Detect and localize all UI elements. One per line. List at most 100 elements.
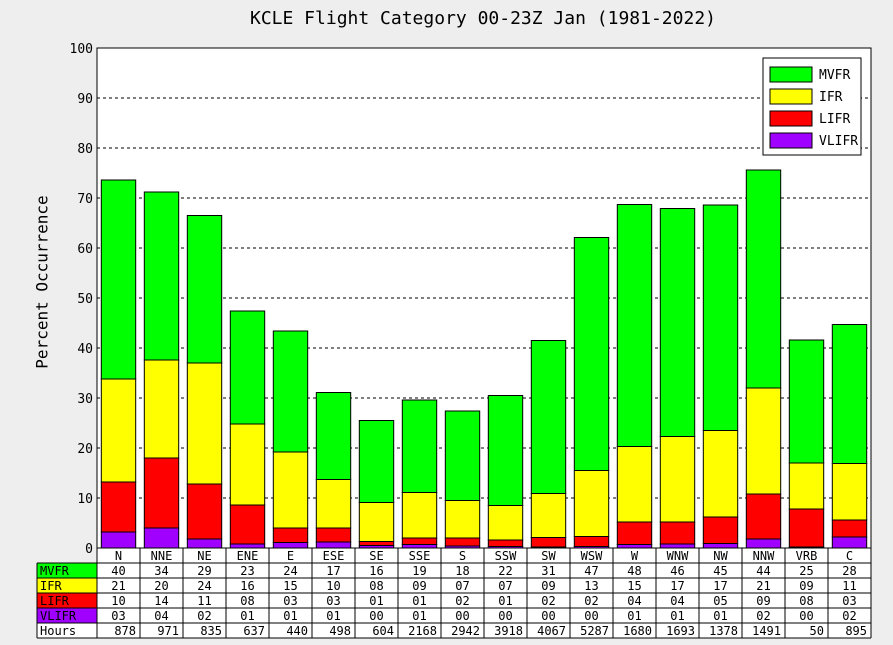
table-cell-vlifr: 01 bbox=[627, 609, 641, 623]
table-cell-vlifr: 01 bbox=[670, 609, 684, 623]
bar-vlifr-nne bbox=[143, 527, 180, 549]
bar-lifr-nne bbox=[143, 457, 180, 529]
x-tick-label-e: E bbox=[287, 549, 294, 563]
table-row-color-lifr bbox=[37, 593, 97, 608]
bar-mvfr-n bbox=[100, 179, 137, 380]
table-cell-lifr: 04 bbox=[627, 594, 641, 608]
bar-lifr-e bbox=[272, 527, 309, 543]
bar-ifr-w bbox=[616, 446, 653, 523]
y-tick-label: 100 bbox=[70, 42, 93, 57]
y-tick-label: 30 bbox=[77, 392, 93, 407]
table-cell-hours: 971 bbox=[157, 624, 179, 638]
table-cell-hours: 878 bbox=[114, 624, 136, 638]
table-cell-lifr: 01 bbox=[412, 594, 426, 608]
table-cell-vlifr: 04 bbox=[154, 609, 168, 623]
table-cell-ifr: 09 bbox=[799, 579, 813, 593]
bar-lifr-wnw bbox=[659, 521, 696, 545]
x-tick-label-sse: SSE bbox=[409, 549, 431, 563]
table-cell-ifr: 11 bbox=[842, 579, 856, 593]
table-cell-mvfr: 46 bbox=[670, 564, 684, 578]
table-cell-hours: 3918 bbox=[494, 624, 523, 638]
table-cell-ifr: 20 bbox=[154, 579, 168, 593]
bar-vlifr-c bbox=[831, 536, 868, 549]
table-cell-mvfr: 24 bbox=[283, 564, 297, 578]
table-cell-lifr: 02 bbox=[455, 594, 469, 608]
legend-label-vlifr: VLIFR bbox=[819, 134, 858, 149]
bar-mvfr-vrb bbox=[788, 339, 825, 464]
table-cell-vlifr: 01 bbox=[326, 609, 340, 623]
table-cell-lifr: 08 bbox=[799, 594, 813, 608]
bar-lifr-c bbox=[831, 519, 868, 538]
table-cell-mvfr: 28 bbox=[842, 564, 856, 578]
bar-lifr-nnw bbox=[745, 493, 782, 540]
y-tick-label: 90 bbox=[77, 92, 93, 107]
bar-vlifr-ne bbox=[186, 538, 223, 549]
bar-lifr-w bbox=[616, 521, 653, 545]
table-cell-ifr: 21 bbox=[756, 579, 770, 593]
table-cell-hours: 1680 bbox=[623, 624, 652, 638]
table-cell-hours: 1491 bbox=[752, 624, 781, 638]
bar-ifr-n bbox=[100, 378, 137, 483]
bar-ifr-vrb bbox=[788, 462, 825, 510]
table-cell-lifr: 01 bbox=[369, 594, 383, 608]
table-cell-vlifr: 00 bbox=[584, 609, 598, 623]
table-cell-lifr: 02 bbox=[584, 594, 598, 608]
x-tick-label-se: SE bbox=[369, 549, 383, 563]
table-body-bg bbox=[37, 563, 871, 638]
table-cell-ifr: 08 bbox=[369, 579, 383, 593]
bar-lifr-ne bbox=[186, 483, 223, 540]
table-cell-vlifr: 02 bbox=[756, 609, 770, 623]
bar-ifr-e bbox=[272, 451, 309, 529]
x-tick-label-ene: ENE bbox=[237, 549, 259, 563]
table-cell-vlifr: 00 bbox=[455, 609, 469, 623]
table-cell-vlifr: 01 bbox=[283, 609, 297, 623]
table-row-label-lifr: LIFR bbox=[40, 594, 70, 608]
bar-mvfr-wsw bbox=[573, 237, 610, 471]
table-cell-lifr: 09 bbox=[756, 594, 770, 608]
table-cell-hours: 50 bbox=[810, 624, 824, 638]
bar-vlifr-sse bbox=[401, 544, 438, 549]
table-cell-hours: 440 bbox=[286, 624, 308, 638]
legend-label-lifr: LIFR bbox=[819, 112, 850, 127]
table-cell-hours: 4067 bbox=[537, 624, 566, 638]
table-cell-lifr: 03 bbox=[842, 594, 856, 608]
bar-mvfr-se bbox=[358, 420, 395, 503]
table-cell-mvfr: 45 bbox=[713, 564, 727, 578]
bar-ifr-se bbox=[358, 502, 395, 542]
table-cell-hours: 835 bbox=[200, 624, 222, 638]
table-row-color-ifr bbox=[37, 578, 97, 593]
table-cell-mvfr: 16 bbox=[369, 564, 383, 578]
y-tick-label: 60 bbox=[77, 242, 93, 257]
table-cell-ifr: 21 bbox=[111, 579, 125, 593]
table-cell-vlifr: 03 bbox=[111, 609, 125, 623]
table-cell-mvfr: 34 bbox=[154, 564, 168, 578]
legend-swatch-lifr bbox=[769, 110, 813, 127]
bar-ifr-nnw bbox=[745, 387, 782, 495]
table-cell-ifr: 07 bbox=[498, 579, 512, 593]
table-cell-vlifr: 02 bbox=[842, 609, 856, 623]
table-row-color-mvfr bbox=[37, 563, 97, 578]
table-cell-mvfr: 19 bbox=[412, 564, 426, 578]
bar-ifr-sw bbox=[530, 493, 567, 538]
table-cell-mvfr: 23 bbox=[240, 564, 254, 578]
table-cell-ifr: 13 bbox=[584, 579, 598, 593]
bar-ifr-ssw bbox=[487, 505, 524, 541]
bar-mvfr-w bbox=[616, 204, 653, 447]
bar-ifr-nw bbox=[702, 430, 739, 518]
x-tick-label-nw: NW bbox=[713, 549, 728, 563]
y-tick-label: 50 bbox=[77, 292, 93, 307]
y-tick-label: 40 bbox=[77, 342, 93, 357]
table-cell-hours: 5287 bbox=[580, 624, 609, 638]
bar-lifr-wsw bbox=[573, 536, 610, 547]
bar-mvfr-s bbox=[444, 410, 481, 501]
bar-lifr-sw bbox=[530, 537, 567, 548]
bar-mvfr-sw bbox=[530, 340, 567, 494]
table-cell-mvfr: 17 bbox=[326, 564, 340, 578]
y-tick-label: 20 bbox=[77, 442, 93, 457]
table-cell-lifr: 05 bbox=[713, 594, 727, 608]
legend-label-mvfr: MVFR bbox=[819, 68, 850, 83]
bar-lifr-n bbox=[100, 481, 137, 533]
table-cell-lifr: 02 bbox=[541, 594, 555, 608]
bar-ifr-s bbox=[444, 500, 481, 539]
